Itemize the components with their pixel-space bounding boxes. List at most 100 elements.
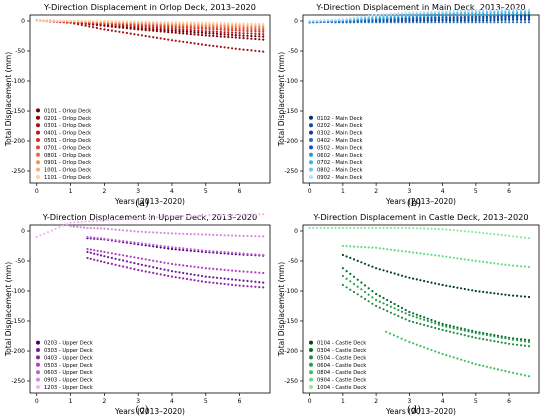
data-point [345,226,348,230]
data-point [231,29,234,32]
data-point [80,23,83,27]
data-point [215,233,219,237]
data-point [84,24,87,27]
data-point [404,308,407,312]
data-point [208,250,211,253]
series-5 [86,235,265,257]
data-point [223,282,226,286]
data-point [508,294,511,297]
data-point [504,263,507,266]
data-point [182,32,185,35]
data-point [215,26,219,30]
data-point [163,246,166,249]
data-point [231,22,234,25]
y-tick-label: 0 [21,228,25,235]
data-point [478,332,481,335]
data-point [197,266,200,269]
y-tick-label: -200 [11,348,25,355]
legend-entry: 0302 - Main Deck [317,131,362,137]
data-point [110,20,113,23]
data-point [159,246,162,249]
data-point [84,19,87,23]
y-tick-label: -50 [288,48,298,55]
data-point [262,271,265,275]
data-point [474,363,477,366]
data-point [452,16,455,19]
data-point [493,292,496,295]
data-point [448,326,452,329]
data-point [133,230,136,233]
data-point [415,15,418,18]
data-point [448,10,452,13]
data-point [482,364,485,367]
data-point [419,15,422,18]
data-point [482,260,485,263]
data-point [208,30,211,33]
data-point [114,257,117,260]
data-point [55,19,59,23]
data-point [219,250,222,253]
y-tick-label: 0 [21,18,25,25]
data-point [423,11,426,14]
data-point [72,225,75,228]
x-tick-label: 3 [407,188,411,195]
series-6 [341,244,531,269]
data-point [516,264,519,267]
data-point [448,19,452,22]
data-point [238,48,241,51]
data-point [523,295,527,298]
data-point [250,280,253,283]
legend-entry: 0201 - Orlop Deck [44,116,91,122]
data-point [208,275,211,279]
data-point [197,214,200,217]
data-point [448,14,452,17]
data-point [460,257,463,260]
data-point [482,290,485,293]
data-point [338,226,341,230]
data-point [478,21,481,24]
data-point [155,30,158,33]
data-point [404,318,407,321]
data-point [159,30,162,33]
data-point [426,10,429,13]
data-point [404,21,407,24]
data-point [178,30,181,33]
data-point [467,14,470,17]
data-point [193,29,196,32]
data-point [467,21,470,24]
data-point [441,322,444,326]
data-point [460,287,463,290]
y-tick-label: -250 [11,378,25,385]
data-point [511,343,515,346]
data-point [159,273,162,276]
x-tick-label: 5 [204,398,208,405]
data-point [144,34,147,38]
legend-marker [309,115,313,120]
data-point [178,246,181,250]
data-point [86,235,89,239]
data-point [419,227,422,230]
data-point [107,256,110,259]
data-point [174,21,177,24]
data-point [504,18,507,21]
data-point [125,31,128,35]
data-point [258,32,261,36]
data-point [114,218,117,221]
data-point [412,15,415,18]
data-point [114,263,117,266]
data-point [392,334,395,337]
data-point [471,259,474,262]
data-point [371,226,374,230]
data-point [238,213,241,216]
panel-label: (c) [135,405,149,416]
data-point [242,32,245,35]
data-point [419,314,422,318]
data-point [242,27,245,31]
legend-entry: 1001 - Orlop Deck [44,168,91,174]
data-point [471,21,474,24]
data-point [485,21,488,24]
legend-marker [309,167,313,172]
data-point [223,251,226,254]
